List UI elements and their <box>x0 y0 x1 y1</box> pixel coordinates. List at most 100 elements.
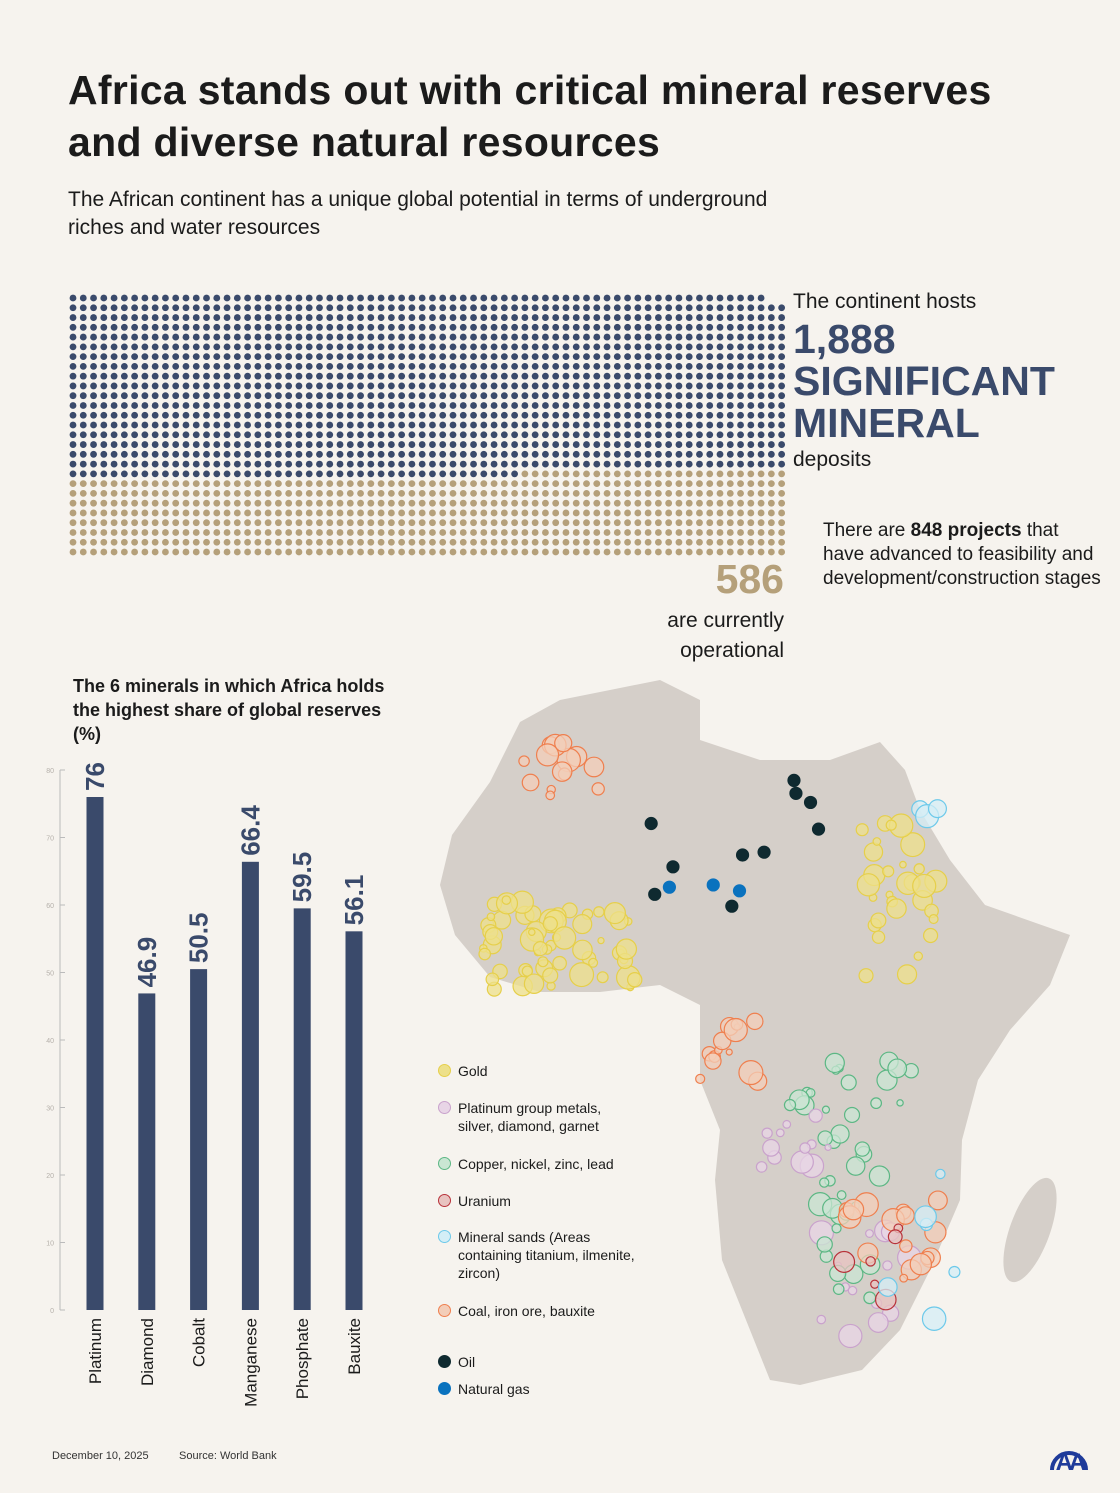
deposit-dot <box>254 362 262 370</box>
bar-diamond <box>138 993 156 1310</box>
deposit-dot <box>182 392 190 400</box>
operational-deposit-dot <box>696 499 703 507</box>
operational-deposit-dot <box>418 509 426 517</box>
deposit-dot <box>346 304 354 312</box>
deposit-dot <box>264 382 272 390</box>
deposit-dot <box>408 421 416 429</box>
deposit-dot <box>778 343 786 351</box>
deposit-dot <box>182 421 190 429</box>
operational-deposit-dot <box>665 499 673 507</box>
deposit-dot <box>90 372 97 380</box>
deposit-dot <box>192 353 200 361</box>
operational-deposit-dot <box>593 538 601 546</box>
operational-deposit-dot <box>603 548 611 556</box>
operational-deposit-dot <box>336 490 344 497</box>
operational-deposit-dot <box>459 538 467 546</box>
deposit-dot <box>79 460 87 468</box>
deposit-dot <box>737 323 744 331</box>
deposit-dot <box>593 450 601 458</box>
deposit-dot <box>162 460 169 468</box>
deposit-dot <box>562 392 570 400</box>
deposit-dot <box>182 323 190 331</box>
deposit-dot <box>131 362 139 370</box>
deposit-dot <box>264 431 272 439</box>
pgm-legend-icon <box>438 1101 451 1114</box>
deposit-dot <box>542 333 549 341</box>
deposit-dot <box>429 431 436 439</box>
operational-deposit-dot <box>162 480 169 488</box>
oil-marker <box>644 816 658 831</box>
deposit-dot <box>223 294 231 302</box>
deposit-dot <box>675 333 683 341</box>
deposit-dot <box>542 450 549 458</box>
deposit-dot <box>696 353 703 361</box>
deposit-dot <box>151 343 159 351</box>
copper-marker <box>854 1141 871 1157</box>
operational-deposit-dot <box>192 538 200 546</box>
deposit-dot <box>387 431 395 439</box>
deposit-dot <box>367 421 375 429</box>
deposit-dot <box>233 294 241 302</box>
operational-deposit-dot <box>531 499 539 507</box>
deposit-dot <box>162 353 169 361</box>
operational-deposit-dot <box>408 548 416 556</box>
deposit-dot <box>223 323 231 331</box>
deposit-dot <box>572 411 580 419</box>
deposit-dot <box>583 362 590 370</box>
operational-deposit-dot <box>665 519 673 527</box>
deposit-dot <box>244 460 251 468</box>
deposit-dot <box>767 353 775 361</box>
deposit-dot <box>480 411 488 419</box>
deposit-dot <box>254 460 262 468</box>
deposit-dot <box>336 460 344 468</box>
operational-deposit-dot <box>90 538 97 546</box>
operational-deposit-dot <box>203 499 210 507</box>
deposit-dot <box>336 402 344 409</box>
operational-deposit-dot <box>593 470 601 478</box>
deposit-dot <box>418 411 426 419</box>
deposit-dot <box>449 450 457 458</box>
operational-deposit-dot <box>275 509 282 517</box>
deposit-dot <box>521 392 529 400</box>
deposit-dot <box>470 323 477 331</box>
operational-deposit-dot <box>213 490 221 497</box>
deposit-dot <box>654 353 662 361</box>
operational-deposit-dot <box>151 538 159 546</box>
operational-deposit-dot <box>583 509 590 517</box>
gold-marker <box>627 972 643 988</box>
operational-deposit-dot <box>521 499 529 507</box>
deposit-dot <box>346 470 354 478</box>
deposit-dot <box>644 353 652 361</box>
deposit-dot <box>326 362 334 370</box>
deposit-dot <box>120 470 128 478</box>
operational-deposit-dot <box>767 509 775 517</box>
operational-deposit-dot <box>387 519 395 527</box>
deposit-dot <box>593 402 601 409</box>
deposit-dot <box>459 333 467 341</box>
operational-deposit-dot <box>141 529 149 536</box>
deposit-dot <box>644 411 652 419</box>
operational-deposit-dot <box>408 509 416 517</box>
deposit-dot <box>459 411 467 419</box>
deposit-dot <box>244 431 251 439</box>
operational-deposit-dot <box>264 480 272 488</box>
deposit-dot <box>439 362 447 370</box>
operational-deposit-dot <box>367 529 375 536</box>
deposit-dot <box>603 450 611 458</box>
operational-deposit-dot <box>408 529 416 536</box>
deposit-dot <box>398 460 406 468</box>
operational-deposit-dot <box>439 480 447 488</box>
operational-deposit-dot <box>552 529 560 536</box>
deposit-dot <box>665 304 673 312</box>
gold-marker <box>900 832 926 858</box>
deposit-dot <box>131 402 139 409</box>
deposit-dot <box>696 382 703 390</box>
deposit-dot <box>233 323 241 331</box>
operational-deposit-dot <box>387 509 395 517</box>
deposit-dot <box>131 460 139 468</box>
operational-deposit-dot <box>603 480 611 488</box>
deposit-dot <box>120 323 128 331</box>
deposit-dot <box>213 294 221 302</box>
operational-deposit-dot <box>90 529 97 536</box>
deposit-dot <box>418 431 426 439</box>
